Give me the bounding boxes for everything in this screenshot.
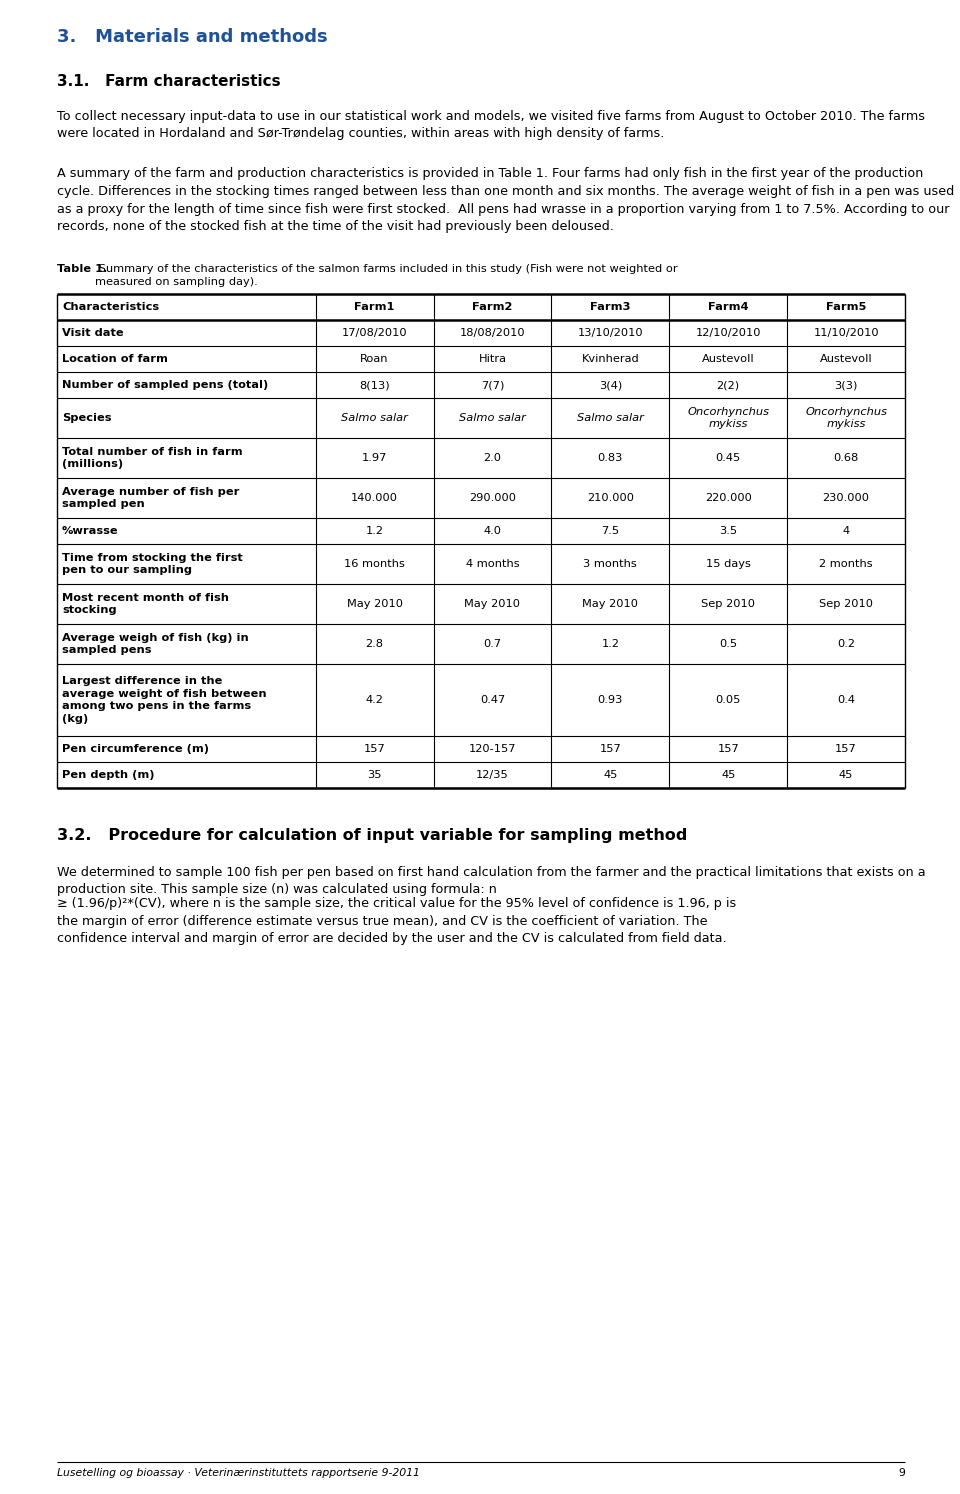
Text: Oncorhynchus
mykiss: Oncorhynchus mykiss xyxy=(687,406,769,429)
Text: Average number of fish per
sampled pen: Average number of fish per sampled pen xyxy=(62,487,239,509)
Text: Pen depth (m): Pen depth (m) xyxy=(62,769,155,780)
Text: 3.1.   Farm characteristics: 3.1. Farm characteristics xyxy=(57,75,280,90)
Text: 35: 35 xyxy=(368,769,382,780)
Text: Farm3: Farm3 xyxy=(590,302,631,312)
Text: 0.45: 0.45 xyxy=(715,453,741,463)
Text: 1.2: 1.2 xyxy=(366,526,384,536)
Text: Farm1: Farm1 xyxy=(354,302,395,312)
Text: Characteristics: Characteristics xyxy=(62,302,159,312)
Text: 3(4): 3(4) xyxy=(599,379,622,390)
Text: 45: 45 xyxy=(721,769,735,780)
Text: Austevoll: Austevoll xyxy=(702,354,755,365)
Text: 3.2.   Procedure for calculation of input variable for sampling method: 3.2. Procedure for calculation of input … xyxy=(57,828,687,843)
Text: 210.000: 210.000 xyxy=(587,493,634,503)
Text: Salmo salar: Salmo salar xyxy=(577,412,644,423)
Text: 7(7): 7(7) xyxy=(481,379,504,390)
Text: 0.4: 0.4 xyxy=(837,695,855,705)
Text: %wrasse: %wrasse xyxy=(62,526,119,536)
Text: 16 months: 16 months xyxy=(344,559,405,569)
Text: May 2010: May 2010 xyxy=(583,599,638,610)
Text: Number of sampled pens (total): Number of sampled pens (total) xyxy=(62,379,268,390)
Text: 157: 157 xyxy=(364,744,386,754)
Text: Farm2: Farm2 xyxy=(472,302,513,312)
Text: 0.05: 0.05 xyxy=(715,695,741,705)
Text: Table 1.: Table 1. xyxy=(57,264,108,273)
Text: Oncorhynchus
mykiss: Oncorhynchus mykiss xyxy=(805,406,887,429)
Text: Farm4: Farm4 xyxy=(708,302,749,312)
Text: 157: 157 xyxy=(599,744,621,754)
Text: Total number of fish in farm
(millions): Total number of fish in farm (millions) xyxy=(62,447,243,469)
Text: ≥ (1.96/p)²*(CV), where n is the sample size, the critical value for the 95% lev: ≥ (1.96/p)²*(CV), where n is the sample … xyxy=(57,896,736,946)
Text: 9: 9 xyxy=(899,1469,905,1478)
Text: 8(13): 8(13) xyxy=(359,379,390,390)
Text: Most recent month of fish
stocking: Most recent month of fish stocking xyxy=(62,593,229,616)
Text: 17/08/2010: 17/08/2010 xyxy=(342,329,407,338)
Text: Species: Species xyxy=(62,412,111,423)
Text: To collect necessary input-data to use in our statistical work and models, we vi: To collect necessary input-data to use i… xyxy=(57,111,925,140)
Text: 1.97: 1.97 xyxy=(362,453,387,463)
Text: 3.5: 3.5 xyxy=(719,526,737,536)
Text: 45: 45 xyxy=(603,769,617,780)
Text: Summary of the characteristics of the salmon farms included in this study (Fish : Summary of the characteristics of the sa… xyxy=(95,264,678,287)
Text: 2.0: 2.0 xyxy=(484,453,501,463)
Text: Hitra: Hitra xyxy=(478,354,507,365)
Text: 4 months: 4 months xyxy=(466,559,519,569)
Text: Time from stocking the first
pen to our sampling: Time from stocking the first pen to our … xyxy=(62,553,243,575)
Text: 0.68: 0.68 xyxy=(833,453,858,463)
Text: Austevoll: Austevoll xyxy=(820,354,873,365)
Text: 2(2): 2(2) xyxy=(716,379,740,390)
Text: 220.000: 220.000 xyxy=(705,493,752,503)
Text: 0.47: 0.47 xyxy=(480,695,505,705)
Text: Location of farm: Location of farm xyxy=(62,354,168,365)
Text: Average weigh of fish (kg) in
sampled pens: Average weigh of fish (kg) in sampled pe… xyxy=(62,632,249,656)
Text: 230.000: 230.000 xyxy=(823,493,870,503)
Text: 3 months: 3 months xyxy=(584,559,637,569)
Text: May 2010: May 2010 xyxy=(347,599,402,610)
Text: 0.7: 0.7 xyxy=(484,639,501,648)
Text: 0.2: 0.2 xyxy=(837,639,855,648)
Text: Sep 2010: Sep 2010 xyxy=(701,599,756,610)
Text: 290.000: 290.000 xyxy=(468,493,516,503)
Text: Kvinherad: Kvinherad xyxy=(582,354,639,365)
Text: Roan: Roan xyxy=(360,354,389,365)
Text: Lusetelling og bioassay · Veterinærinstituttets rapportserie 9-2011: Lusetelling og bioassay · Veterinærinsti… xyxy=(57,1469,420,1478)
Text: 140.000: 140.000 xyxy=(351,493,398,503)
Text: 7.5: 7.5 xyxy=(601,526,619,536)
Text: Salmo salar: Salmo salar xyxy=(459,412,526,423)
Text: Visit date: Visit date xyxy=(62,329,124,338)
Text: 2 months: 2 months xyxy=(819,559,873,569)
Text: Salmo salar: Salmo salar xyxy=(341,412,408,423)
Text: 15 days: 15 days xyxy=(706,559,751,569)
Text: 4.0: 4.0 xyxy=(484,526,501,536)
Text: 4.2: 4.2 xyxy=(366,695,383,705)
Text: Sep 2010: Sep 2010 xyxy=(819,599,873,610)
Text: 4: 4 xyxy=(843,526,850,536)
Text: Largest difference in the
average weight of fish between
among two pens in the f: Largest difference in the average weight… xyxy=(62,675,267,725)
Text: 18/08/2010: 18/08/2010 xyxy=(460,329,525,338)
Text: 120-157: 120-157 xyxy=(468,744,516,754)
Text: 13/10/2010: 13/10/2010 xyxy=(578,329,643,338)
Text: 11/10/2010: 11/10/2010 xyxy=(813,329,878,338)
Text: Farm5: Farm5 xyxy=(826,302,866,312)
Text: 12/35: 12/35 xyxy=(476,769,509,780)
Text: 0.83: 0.83 xyxy=(598,453,623,463)
Text: 0.5: 0.5 xyxy=(719,639,737,648)
Text: We determined to sample 100 fish per pen based on first hand calculation from th: We determined to sample 100 fish per pen… xyxy=(57,867,925,896)
Text: Pen circumference (m): Pen circumference (m) xyxy=(62,744,209,754)
Text: 2.8: 2.8 xyxy=(366,639,384,648)
Text: 157: 157 xyxy=(835,744,857,754)
Text: 12/10/2010: 12/10/2010 xyxy=(695,329,761,338)
Text: 45: 45 xyxy=(839,769,853,780)
Text: 3(3): 3(3) xyxy=(834,379,857,390)
Text: 1.2: 1.2 xyxy=(601,639,619,648)
Text: May 2010: May 2010 xyxy=(465,599,520,610)
Text: 0.93: 0.93 xyxy=(598,695,623,705)
Text: 157: 157 xyxy=(717,744,739,754)
Text: 3.   Materials and methods: 3. Materials and methods xyxy=(57,28,327,46)
Text: A summary of the farm and production characteristics is provided in Table 1. Fou: A summary of the farm and production cha… xyxy=(57,167,954,233)
